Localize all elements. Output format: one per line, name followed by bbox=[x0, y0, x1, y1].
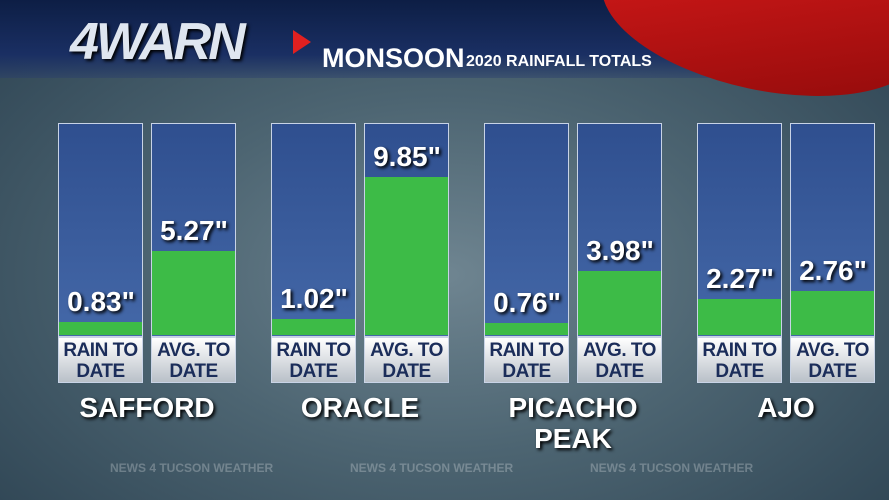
series-label: AVG. TO DATE bbox=[364, 337, 449, 383]
series-label: AVG. TO DATE bbox=[790, 337, 875, 383]
value-label: 1.02" bbox=[280, 282, 348, 314]
bar bbox=[59, 321, 142, 335]
footer-ticker: NEWS 4 TUCSON WEATHER bbox=[590, 461, 754, 475]
category-label: AJO bbox=[757, 392, 815, 423]
series-label: RAIN TO DATE bbox=[58, 337, 143, 383]
series-label: RAIN TO DATE bbox=[697, 337, 782, 383]
value-label: 2.76" bbox=[799, 254, 867, 286]
category-label: SAFFORD bbox=[79, 392, 215, 423]
bar bbox=[485, 322, 568, 335]
chart-subtitle: 2020 RAINFALL TOTALS bbox=[466, 53, 652, 70]
logo: 4WARN bbox=[70, 13, 246, 71]
category-label: ORACLE bbox=[300, 392, 420, 423]
value-label: 3.98" bbox=[586, 235, 654, 267]
bar bbox=[272, 318, 355, 335]
bar bbox=[791, 290, 874, 335]
bar-panel bbox=[484, 123, 569, 337]
series-label: AVG. TO DATE bbox=[151, 337, 236, 383]
value-label: 5.27" bbox=[160, 214, 228, 246]
bar-panel bbox=[271, 123, 356, 337]
bar bbox=[365, 177, 448, 335]
value-label: 0.83" bbox=[67, 285, 135, 317]
series-label: AVG. TO DATE bbox=[577, 337, 662, 383]
bar-panel bbox=[58, 123, 143, 337]
category-label: PICACHO PEAK bbox=[508, 392, 638, 454]
value-label: 0.76" bbox=[493, 286, 561, 318]
footer-ticker: NEWS 4 TUCSON WEATHER bbox=[110, 461, 274, 475]
bar bbox=[152, 250, 235, 335]
footer-ticker: NEWS 4 TUCSON WEATHER bbox=[350, 461, 514, 475]
chart-title: MONSOON bbox=[322, 43, 465, 73]
series-label: RAIN TO DATE bbox=[271, 337, 356, 383]
value-label: 9.85" bbox=[373, 141, 441, 173]
value-label: 2.27" bbox=[706, 262, 774, 294]
logo-arrow bbox=[293, 30, 311, 54]
bar bbox=[578, 271, 661, 335]
series-label: RAIN TO DATE bbox=[484, 337, 569, 383]
bar bbox=[698, 298, 781, 335]
